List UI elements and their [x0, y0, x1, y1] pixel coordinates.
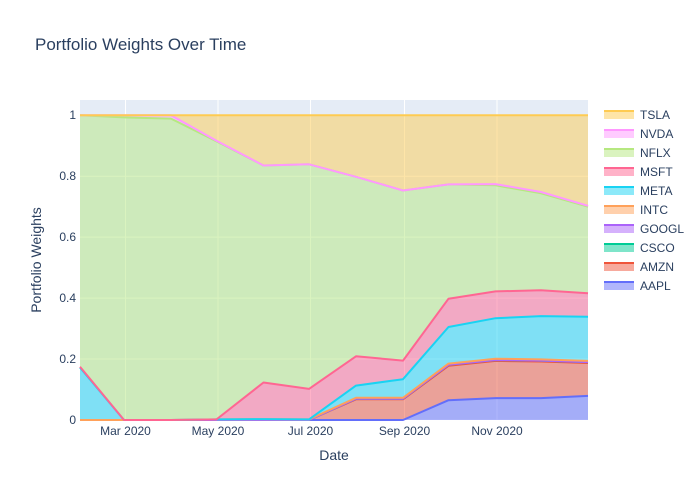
- legend-swatch: [604, 206, 634, 214]
- legend-label: NFLX: [640, 146, 671, 160]
- x-tick-label: Nov 2020: [471, 424, 523, 438]
- x-axis-ticks: Mar 2020 May 2020 Jul 2020 Sep 2020 Nov 2020: [100, 424, 523, 438]
- x-axis-title: Date: [319, 447, 349, 463]
- x-tick-label: Mar 2020: [100, 424, 151, 438]
- legend-swatch: [604, 111, 634, 119]
- legend-swatch: [604, 225, 634, 233]
- legend[interactable]: TSLA NVDA NFLX MSFT META INTC GOOGL CSCO AMZN AAP…: [604, 108, 684, 293]
- legend-label: AAPL: [640, 279, 671, 293]
- legend-label: MSFT: [640, 165, 673, 179]
- area-nflx[interactable]: [80, 115, 588, 420]
- legend-swatch: [604, 149, 634, 157]
- y-tick-label: 1: [69, 108, 76, 122]
- legend-label: META: [640, 184, 672, 198]
- y-axis-title: Portfolio Weights: [28, 207, 44, 313]
- legend-item-tsla[interactable]: TSLA: [604, 108, 670, 122]
- legend-item-nvda[interactable]: NVDA: [604, 127, 673, 141]
- legend-item-intc[interactable]: INTC: [604, 203, 668, 217]
- legend-swatch: [604, 168, 634, 176]
- legend-swatch: [604, 187, 634, 195]
- legend-label: GOOGL: [640, 222, 684, 236]
- legend-item-amzn[interactable]: AMZN: [604, 260, 674, 274]
- legend-label: NVDA: [640, 127, 673, 141]
- series-lines: [79, 114, 589, 421]
- chart-title: Portfolio Weights Over Time: [35, 35, 246, 54]
- legend-label: AMZN: [640, 260, 674, 274]
- legend-item-nflx[interactable]: NFLX: [604, 146, 671, 160]
- legend-swatch: [604, 263, 634, 271]
- line-msft: [79, 289, 589, 421]
- legend-item-meta[interactable]: META: [604, 184, 672, 198]
- y-tick-label: 0: [69, 413, 76, 427]
- legend-swatch: [604, 244, 634, 252]
- x-tick-label: Sep 2020: [379, 424, 431, 438]
- y-tick-label: 0.4: [59, 291, 76, 305]
- legend-item-msft[interactable]: MSFT: [604, 165, 673, 179]
- y-tick-label: 0.6: [59, 230, 76, 244]
- legend-swatch: [604, 130, 634, 138]
- legend-item-aapl[interactable]: AAPL: [604, 279, 671, 293]
- legend-label: TSLA: [640, 108, 670, 122]
- y-tick-label: 0.8: [59, 169, 76, 183]
- area-tsla[interactable]: [80, 115, 588, 206]
- legend-swatch: [604, 282, 634, 290]
- stacked-areas[interactable]: [80, 115, 588, 420]
- legend-item-csco[interactable]: CSCO: [604, 241, 675, 255]
- y-axis-ticks: 0 0.2 0.4 0.6 0.8 1: [59, 108, 76, 427]
- legend-label: CSCO: [640, 241, 675, 255]
- x-tick-label: May 2020: [192, 424, 245, 438]
- area-msft[interactable]: [80, 290, 588, 420]
- legend-label: INTC: [640, 203, 668, 217]
- x-tick-label: Jul 2020: [288, 424, 334, 438]
- legend-item-googl[interactable]: GOOGL: [604, 222, 684, 236]
- area-aapl[interactable]: [80, 395, 588, 420]
- area-meta[interactable]: [80, 316, 588, 420]
- area-amzn[interactable]: [80, 360, 588, 420]
- y-tick-label: 0.2: [59, 352, 76, 366]
